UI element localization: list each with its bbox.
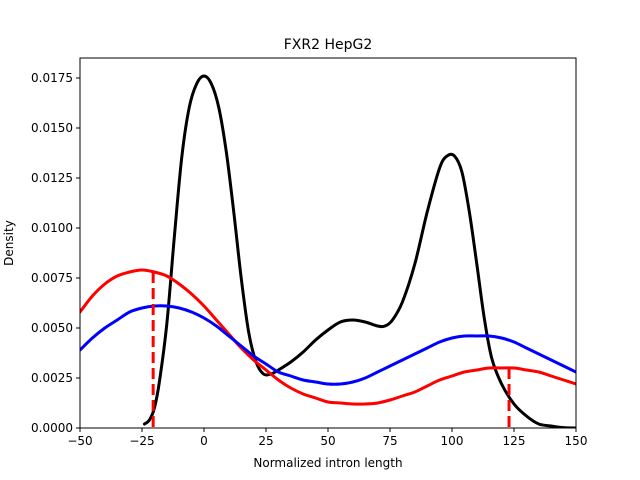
series-line-1 [80,268,576,406]
x-tick-label: 50 [320,434,335,448]
series-layer [80,74,576,428]
series-line-2 [80,304,576,386]
x-tick-label: 150 [565,434,588,448]
y-tick-label: 0.0150 [31,121,73,135]
x-tick-label: 0 [200,434,208,448]
y-tick-label: 0.0175 [31,71,73,85]
x-tick-label: 75 [382,434,397,448]
x-tick-label: 125 [503,434,526,448]
y-tick-label: 0.0025 [31,371,73,385]
y-tick-label: 0.0050 [31,321,73,335]
series-line-0 [142,74,576,428]
x-tick-label: 25 [258,434,273,448]
x-tick-label: −50 [67,434,92,448]
x-tick-label: −25 [129,434,154,448]
y-tick-label: 0.0100 [31,221,73,235]
y-tick-label: 0.0125 [31,171,73,185]
x-tick-label: 100 [441,434,464,448]
y-axis-label: Density [2,220,16,266]
vlines-layer [151,272,511,428]
y-tick-label: 0.0000 [31,421,73,435]
y-tick-label: 0.0075 [31,271,73,285]
x-axis: −50 −25 0 25 50 75 100 125 150 [67,428,587,448]
y-axis: 0.0000 0.0025 0.0050 0.0075 0.0100 0.0125 0.01… [31,71,80,435]
x-axis-label: Normalized intron length [253,456,402,470]
chart-title: FXR2 HepG2 [284,37,373,53]
